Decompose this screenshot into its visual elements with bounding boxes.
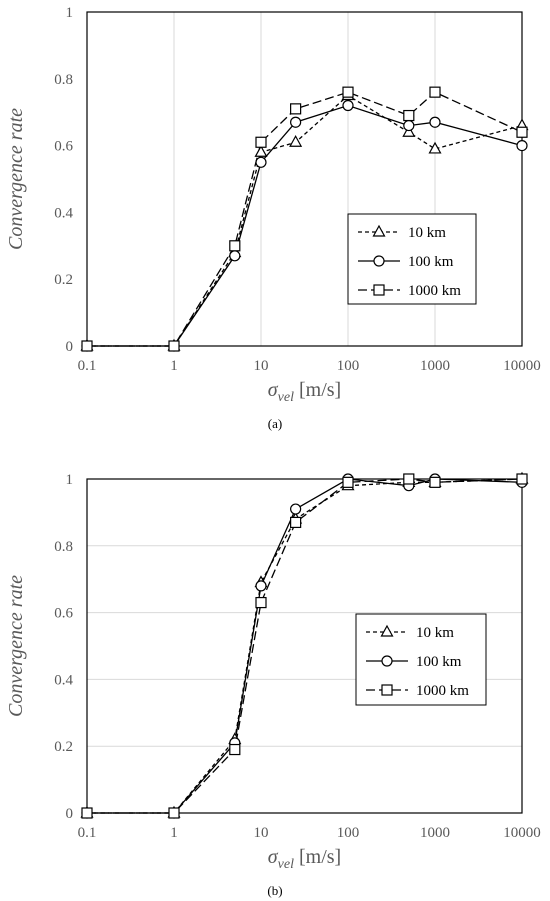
- x-tick-label: 1: [170, 358, 178, 374]
- data-point-1000-km: [290, 103, 302, 115]
- data-point-1000-km: [516, 126, 528, 138]
- data-point-1000-km: [429, 476, 441, 488]
- data-point-10-km: [402, 124, 416, 137]
- x-axis-label-subscript: vel: [278, 390, 294, 405]
- data-point-1000-km: [168, 340, 180, 352]
- panel-caption-a: (a): [268, 416, 282, 431]
- legend-label: 100 km: [408, 254, 454, 270]
- legend-label: 1000 km: [416, 683, 469, 699]
- legend-box-b: [355, 613, 487, 706]
- data-point-100-km: [255, 580, 267, 592]
- y-tick-label: 0.2: [54, 739, 73, 755]
- y-axis-label: Convergence rate: [5, 108, 27, 250]
- y-tick-label: 0.8: [54, 72, 73, 88]
- plot-frame-b: [86, 478, 523, 814]
- data-point-10-km: [428, 141, 442, 154]
- x-tick-label: 1000: [420, 825, 450, 841]
- data-point-100-km: [229, 250, 241, 262]
- legend-marker: [373, 255, 385, 267]
- x-axis-label-unit: [m/s]: [294, 379, 341, 401]
- y-tick-label: 1: [66, 5, 74, 21]
- x-tick-label: 10000: [503, 358, 541, 374]
- x-tick-label: 0.1: [78, 825, 97, 841]
- y-tick-label: 0.2: [54, 272, 73, 288]
- x-tick-label: 100: [337, 825, 360, 841]
- data-point-1000-km: [403, 473, 415, 485]
- x-axis-label-unit: [m/s]: [294, 846, 341, 868]
- data-point-1000-km: [255, 596, 267, 609]
- x-axis-label: σvel [m/s]: [268, 846, 341, 872]
- data-point-100-km: [429, 116, 441, 128]
- chart-panel-a: 0.1 1 10 100 1000 10000 0 0.2 0.4 0.6 0.8 1 Converge…: [5, 5, 541, 405]
- plot-frame-a: [86, 11, 523, 347]
- data-point-100-km: [255, 156, 267, 168]
- y-axis-label: Convergence rate: [5, 575, 27, 717]
- data-point-1000-km: [255, 136, 267, 148]
- data-point-100-km: [516, 140, 528, 152]
- legend-label: 10 km: [416, 625, 454, 641]
- x-tick-label: 1: [170, 825, 178, 841]
- legend-marker: [373, 284, 385, 296]
- x-tick-label: 1000: [420, 358, 450, 374]
- legend-label: 10 km: [408, 225, 446, 241]
- data-point-10-km: [289, 135, 303, 147]
- data-point-1000-km: [516, 473, 528, 485]
- y-tick-label: 0.8: [54, 539, 73, 555]
- legend-marker: [381, 655, 393, 667]
- x-axis-label: σvel [m/s]: [268, 379, 341, 405]
- x-tick-label: 0.1: [78, 358, 97, 374]
- y-tick-label: 1: [66, 472, 74, 488]
- data-point-1000-km: [81, 340, 93, 352]
- legend-box-a: [347, 213, 477, 305]
- data-point-1000-km: [429, 86, 441, 98]
- chart-panel-b: 0.1 1 10 100 1000 10000 0 0.2 0.4 0.6 0.8 1 Converge…: [5, 471, 541, 872]
- x-tick-label: 10: [254, 825, 269, 841]
- data-point-1000-km: [342, 476, 354, 488]
- data-point-1000-km: [229, 240, 241, 252]
- legend-marker: [372, 224, 386, 237]
- x-tick-label: 10000: [503, 825, 541, 841]
- x-axis-label-subscript: vel: [278, 857, 294, 872]
- data-point-100-km: [290, 116, 302, 128]
- x-axis-label-symbol: σ: [268, 846, 279, 868]
- legend-marker: [380, 624, 394, 637]
- y-tick-label: 0: [66, 806, 74, 822]
- data-point-1000-km: [403, 109, 415, 122]
- data-point-1000-km: [290, 516, 302, 529]
- data-point-1000-km: [229, 743, 241, 756]
- data-point-1000-km: [342, 86, 354, 98]
- panel-caption-b: (b): [267, 883, 282, 898]
- legend-label: 100 km: [416, 654, 462, 670]
- legend-marker: [381, 684, 393, 696]
- data-point-100-km: [290, 503, 302, 515]
- legend-label: 1000 km: [408, 283, 461, 299]
- x-tick-label: 10: [254, 358, 269, 374]
- x-tick-label: 100: [337, 358, 360, 374]
- data-point-100-km: [342, 99, 354, 112]
- y-tick-label: 0.6: [54, 139, 73, 155]
- x-axis-label-symbol: σ: [268, 379, 279, 401]
- data-point-100-km: [403, 119, 415, 132]
- y-tick-label: 0: [66, 339, 74, 355]
- y-tick-label: 0.4: [54, 672, 73, 688]
- y-tick-label: 0.4: [54, 205, 73, 221]
- data-point-1000-km: [81, 807, 93, 819]
- y-tick-label: 0.6: [54, 606, 73, 622]
- data-point-1000-km: [168, 807, 180, 819]
- data-point-10-km: [254, 145, 268, 157]
